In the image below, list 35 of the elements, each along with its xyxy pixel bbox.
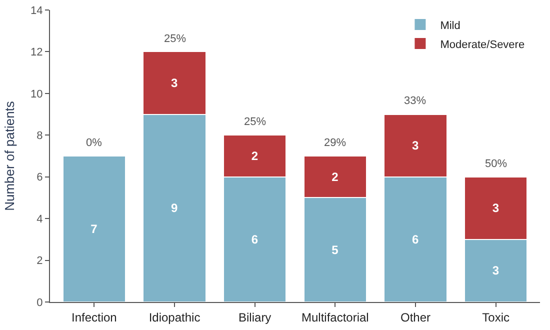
legend-label: Mild	[440, 20, 460, 32]
data-label: 2	[332, 170, 339, 184]
y-axis-title: Number of patients	[2, 100, 17, 211]
data-label: 6	[251, 232, 258, 246]
y-tick-label: 6	[36, 172, 43, 184]
data-label: 3	[171, 76, 178, 90]
x-tick-label: Other	[400, 310, 430, 324]
data-label: 3	[492, 264, 500, 278]
x-tick-label: Biliary	[238, 310, 272, 324]
data-label: 3	[412, 138, 419, 153]
y-tick-label: 8	[36, 130, 43, 142]
x-tick-label: Infection	[71, 310, 117, 324]
legend-label: Moderate/Severe	[440, 38, 525, 51]
annotation: 0%	[86, 137, 102, 149]
bar	[62, 156, 126, 302]
y-tick-label: 10	[30, 88, 43, 100]
y-tick-label: 2	[36, 255, 43, 268]
annotation: 25%	[164, 33, 186, 45]
data-label: 7	[90, 222, 98, 236]
y-tick-label: 14	[30, 4, 43, 17]
x-tick-label: Multifactorial	[301, 310, 369, 324]
annotation: 33%	[404, 95, 426, 107]
x-tick-label: Toxic	[482, 310, 510, 324]
data-label: 2	[251, 149, 258, 163]
x-tick-label: Idiopathic	[148, 310, 200, 324]
data-label: 5	[332, 242, 339, 257]
y-tick-label: 4	[36, 213, 43, 226]
annotation: 50%	[485, 158, 508, 170]
data-label: 9	[171, 201, 178, 216]
data-label: 6	[412, 232, 419, 246]
data-label: 3	[492, 201, 500, 216]
annotation: 29%	[324, 137, 346, 149]
y-tick-label: 12	[30, 46, 43, 59]
y-tick-label: 0	[36, 296, 43, 309]
annotation: 25%	[244, 116, 266, 128]
